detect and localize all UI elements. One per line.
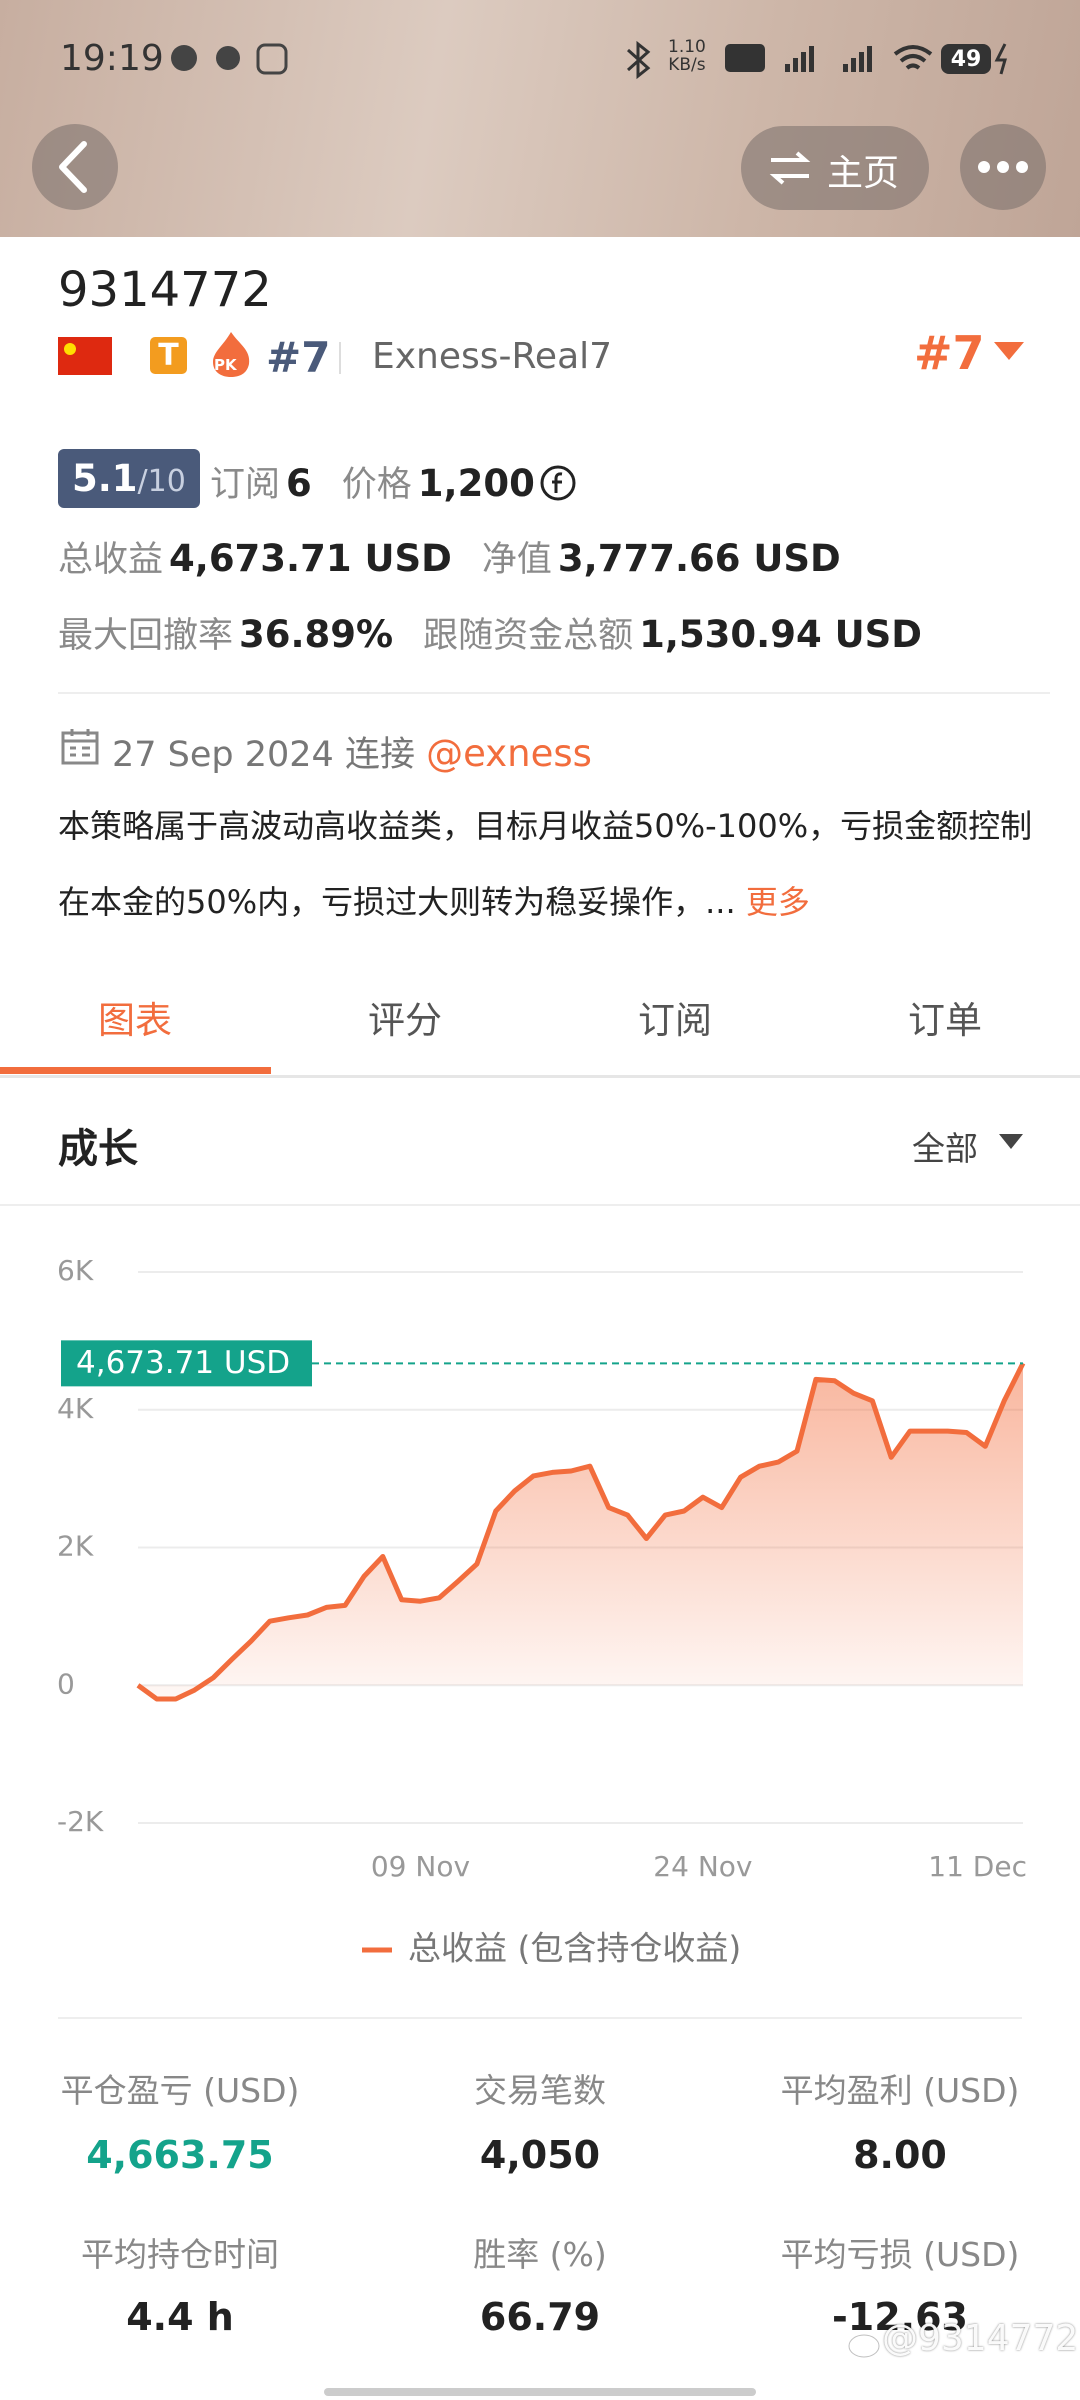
stat-label: 平仓盈亏 (USD)	[60, 2071, 300, 2110]
nav-handle	[324, 2388, 756, 2396]
stat-value: 4,050	[479, 2133, 601, 2177]
metric-value: 3,777.66 USD	[557, 537, 841, 580]
home-label: 主页	[827, 153, 900, 194]
net-speed-unit: KB/s	[668, 55, 706, 75]
metrics-row-2: 最大回撤率 36.89% 跟随资金总额 1,530.94 USD	[58, 607, 952, 658]
price-label: 价格	[341, 465, 412, 505]
range-dropdown-icon	[999, 1134, 1023, 1149]
rating: 5.1	[72, 457, 138, 500]
stat-label: 平均亏损 (USD)	[780, 2235, 1020, 2274]
y-tick-label: -2K	[57, 1805, 104, 1838]
y-tick-label: 4K	[57, 1392, 94, 1425]
more-link[interactable]: 更多	[745, 883, 810, 921]
flag-icon	[58, 337, 112, 375]
back-icon	[59, 141, 87, 193]
metric-label: 总收益	[58, 540, 164, 580]
metric-label: 最大回撤率	[58, 616, 234, 656]
metric-label: 跟随资金总额	[423, 616, 634, 656]
stat-label: 平均持仓时间	[81, 2235, 279, 2274]
connection-text: 连接	[344, 735, 415, 775]
stat-label: 交易笔数	[474, 2071, 606, 2110]
line	[136, 1362, 1026, 1702]
back-button[interactable]	[32, 124, 118, 210]
account-id: 9314772	[58, 262, 272, 318]
y-tick-label: 2K	[57, 1530, 94, 1563]
divider	[58, 2017, 1022, 2019]
subscribe-count: 6	[286, 462, 312, 505]
badge-pk: PK	[214, 356, 237, 374]
metric-value: 1,530.94 USD	[639, 613, 923, 656]
chart: -2K 0 2K 4K 6K 09 Nov 24 Nov 11 Dec 总收益 (包含持仓收益)…	[57, 1254, 1027, 1968]
subscribe-label: 订阅	[210, 465, 281, 505]
divider	[0, 1204, 1080, 1206]
watermark: @9314772	[882, 2318, 1079, 2359]
rank-right[interactable]: #7	[914, 326, 985, 380]
coin-icon	[540, 465, 576, 501]
stat-value: 4,663.75	[86, 2133, 274, 2177]
range-selector[interactable]: 全部	[912, 1129, 978, 1168]
x-tick-label: 24 Nov	[653, 1850, 752, 1883]
connection-date: 27 Sep 2024	[112, 735, 334, 775]
fire-icon	[213, 332, 250, 377]
dropdown-icon	[994, 342, 1024, 360]
net-speed-value: 1.10	[668, 37, 706, 57]
more-icon	[978, 161, 1028, 173]
switch-icon	[769, 151, 811, 185]
connection: 27 Sep 2024 连接 @exness	[112, 726, 592, 777]
stat-label: 平均盈利 (USD)	[780, 2071, 1020, 2110]
area	[138, 1363, 1023, 1699]
rank: #7	[266, 333, 331, 382]
header-background	[0, 0, 1080, 237]
divider	[58, 692, 1050, 694]
battery-level: 49	[950, 47, 982, 72]
badge-t: T	[150, 337, 187, 374]
broker: Exness-Real7	[372, 336, 613, 377]
stat-value: 4.4 h	[126, 2295, 234, 2339]
tab-indicator	[0, 1067, 271, 1074]
watermark-logo	[847, 2333, 881, 2359]
x-tick-label: 11 Dec	[928, 1850, 1027, 1883]
y-tick-label: 0	[57, 1667, 75, 1700]
rating-max: /10	[137, 464, 186, 499]
status-icons-right	[725, 43, 1007, 75]
tab[interactable]: 订单	[908, 999, 982, 1042]
tab[interactable]: 订阅	[638, 999, 712, 1042]
price: 1,200	[417, 462, 535, 505]
description: 本策略属于高波动高收益类，目标月收益50%-100%，亏损金额控制在本金的50%…	[58, 788, 1038, 940]
y-tick-label: 6K	[57, 1254, 94, 1287]
stat-label: 胜率 (%)	[473, 2235, 607, 2274]
metric-label: 净值	[481, 540, 552, 580]
status-icons-left	[171, 43, 288, 75]
stat-value: 66.79	[479, 2295, 601, 2339]
stat-value: 8.00	[853, 2133, 947, 2177]
reference-label-box	[61, 1340, 312, 1387]
home-button[interactable]: 主页	[741, 126, 929, 210]
rating-badge: 5.1/10	[58, 449, 200, 508]
connection-handle[interactable]: @exness	[426, 732, 592, 775]
x-tick-label: 09 Nov	[371, 1850, 470, 1883]
more-button[interactable]	[960, 124, 1046, 210]
subscribe-price: 订阅 6 价格 1,200	[210, 456, 577, 507]
separator	[339, 342, 341, 374]
tab[interactable]: 图表	[98, 999, 172, 1042]
legend-label: 总收益 (包含持仓收益)	[408, 1929, 741, 1968]
metric-value: 4,673.71 USD	[169, 537, 452, 580]
net-speed: 1.10 KB/s	[668, 38, 706, 74]
metrics-row-1: 总收益 4,673.71 USD 净值 3,777.66 USD	[58, 531, 871, 582]
tab-divider	[0, 1075, 1080, 1078]
description-text: 本策略属于高波动高收益类，目标月收益50%-100%，亏损金额控制在本金的50%…	[58, 807, 1033, 921]
status-time: 19:19	[60, 38, 164, 79]
metric-value: 36.89%	[239, 613, 394, 656]
reference-label: 4,673.71 USD	[76, 1345, 290, 1381]
stat-value: -12.63	[832, 2295, 968, 2339]
section-title: 成长	[58, 1126, 138, 1172]
bluetooth-icon	[626, 40, 651, 80]
tab[interactable]: 评分	[368, 999, 442, 1042]
calendar-icon	[61, 729, 99, 765]
